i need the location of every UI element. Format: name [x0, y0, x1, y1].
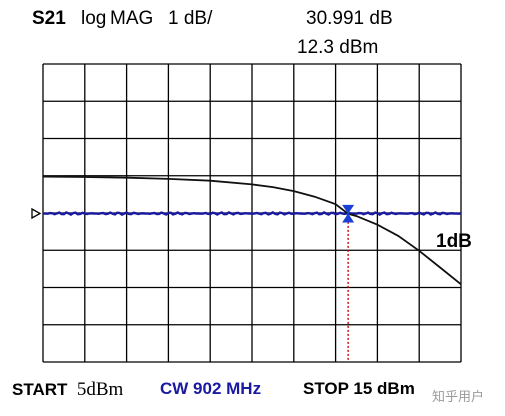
marker-value-readout: 30.991 dB — [306, 8, 393, 29]
reference-trace — [42, 211, 462, 217]
watermark: 知乎用户 — [432, 389, 485, 404]
format-label: log — [81, 8, 107, 29]
reference-level-pointer-icon — [31, 207, 42, 220]
start-value: 5dBm — [76, 379, 124, 400]
parameter-label: S21 — [32, 8, 66, 29]
double-arrow-icon — [342, 204, 355, 223]
stop-readout: STOP 15 dBm — [303, 379, 415, 398]
cw-frequency-readout: CW 902 MHz — [160, 379, 262, 398]
scale-label: 1 dB/ — [168, 8, 213, 29]
mode-label: MAG — [110, 8, 154, 29]
marker-power-readout: 12.3 dBm — [297, 37, 379, 58]
compression-delta-label: 1dB — [436, 231, 472, 252]
start-readout: START 5dBm — [12, 379, 123, 401]
start-label: START — [12, 380, 68, 399]
measured-trace — [42, 175, 462, 286]
